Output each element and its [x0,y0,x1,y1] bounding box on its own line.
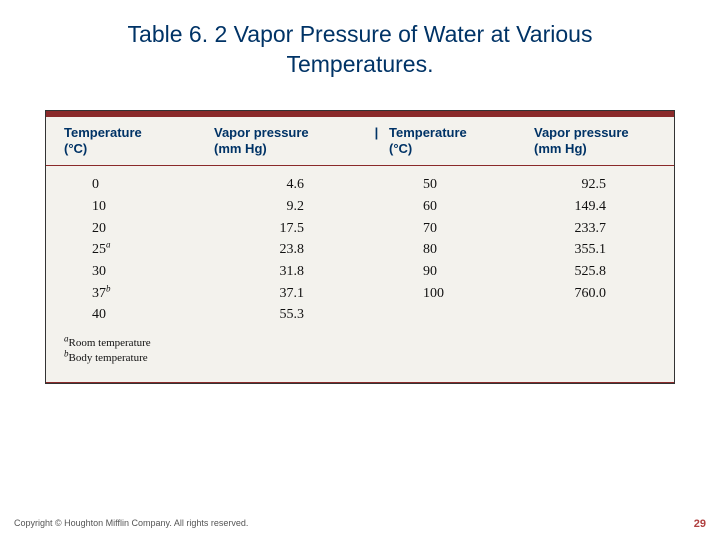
footnote-b: bBody temperature [64,351,656,366]
cell-temp-2: 100 [389,283,534,305]
cell-press-1: 17.5 [214,218,364,240]
row-separator [364,239,389,261]
cell-temp-2 [389,304,534,326]
cell-temp-1: 40 [64,304,214,326]
cell-press-1: 9.2 [214,196,364,218]
table-body: 04.65092.5109.260149.42017.570233.725a23… [46,166,674,332]
header-separator: | [364,125,389,158]
row-separator [364,174,389,196]
table-header-row: Temperature (°C) Vapor pressure (mm Hg) … [46,111,674,167]
table-row: 37b37.1 100760.0 [46,283,674,305]
table-row: 2017.5 70233.7 [46,218,674,240]
header-temp-1: Temperature (°C) [64,125,214,158]
cell-temp-2: 80 [389,239,534,261]
cell-temp-1: 37b [64,283,214,305]
table-row: 109.2 60149.4 [46,196,674,218]
copyright-text: Copyright © Houghton Mifflin Company. Al… [14,518,248,528]
header-press-2-line2: (mm Hg) [534,141,587,156]
row-separator [364,283,389,305]
cell-press-2: 92.5 [534,174,656,196]
header-press-1-line1: Vapor pressure [214,125,309,140]
cell-press-1: 31.8 [214,261,364,283]
page-number: 29 [694,518,706,530]
cell-press-2: 525.8 [534,261,656,283]
footnote-a-text: Room temperature [69,337,151,349]
header-press-2-line1: Vapor pressure [534,125,629,140]
footnote-b-text: Body temperature [69,352,148,364]
cell-temp-2: 60 [389,196,534,218]
header-press-1-line2: (mm Hg) [214,141,267,156]
cell-temp-1: 25a [64,239,214,261]
slide: Table 6. 2 Vapor Pressure of Water at Va… [0,0,720,540]
row-separator [364,304,389,326]
table-row: 4055.3 [46,304,674,326]
cell-press-1: 55.3 [214,304,364,326]
cell-press-2: 149.4 [534,196,656,218]
table-container: Temperature (°C) Vapor pressure (mm Hg) … [45,110,675,384]
cell-temp-1: 0 [64,174,214,196]
cell-press-1: 4.6 [214,174,364,196]
cell-press-2: 760.0 [534,283,656,305]
row-separator [364,218,389,240]
table-row: 25a23.8 80355.1 [46,239,674,261]
cell-press-1: 23.8 [214,239,364,261]
cell-press-2: 355.1 [534,239,656,261]
header-press-1: Vapor pressure (mm Hg) [214,125,364,158]
table-row: 04.6 5092.5 [46,174,674,196]
table-row: 3031.8 90525.8 [46,261,674,283]
cell-temp-1: 30 [64,261,214,283]
table-footnotes: aRoom temperature bBody temperature [46,332,674,383]
slide-title: Table 6. 2 Vapor Pressure of Water at Va… [0,20,720,80]
header-temp-2: Temperature (°C) [389,125,534,158]
header-temp-2-line1: Temperature [389,125,467,140]
header-temp-1-line1: Temperature [64,125,142,140]
header-temp-1-line2: (°C) [64,141,87,156]
cell-temp-1-sup: a [106,240,111,250]
header-temp-2-line2: (°C) [389,141,412,156]
cell-temp-2: 90 [389,261,534,283]
cell-temp-1: 20 [64,218,214,240]
cell-press-2: 233.7 [534,218,656,240]
cell-temp-2: 50 [389,174,534,196]
cell-temp-2: 70 [389,218,534,240]
cell-temp-1-sup: b [106,283,111,293]
cell-press-2 [534,304,656,326]
row-separator [364,196,389,218]
cell-temp-1: 10 [64,196,214,218]
footnote-a: aRoom temperature [64,336,656,351]
header-press-2: Vapor pressure (mm Hg) [534,125,656,158]
cell-press-1: 37.1 [214,283,364,305]
row-separator [364,261,389,283]
